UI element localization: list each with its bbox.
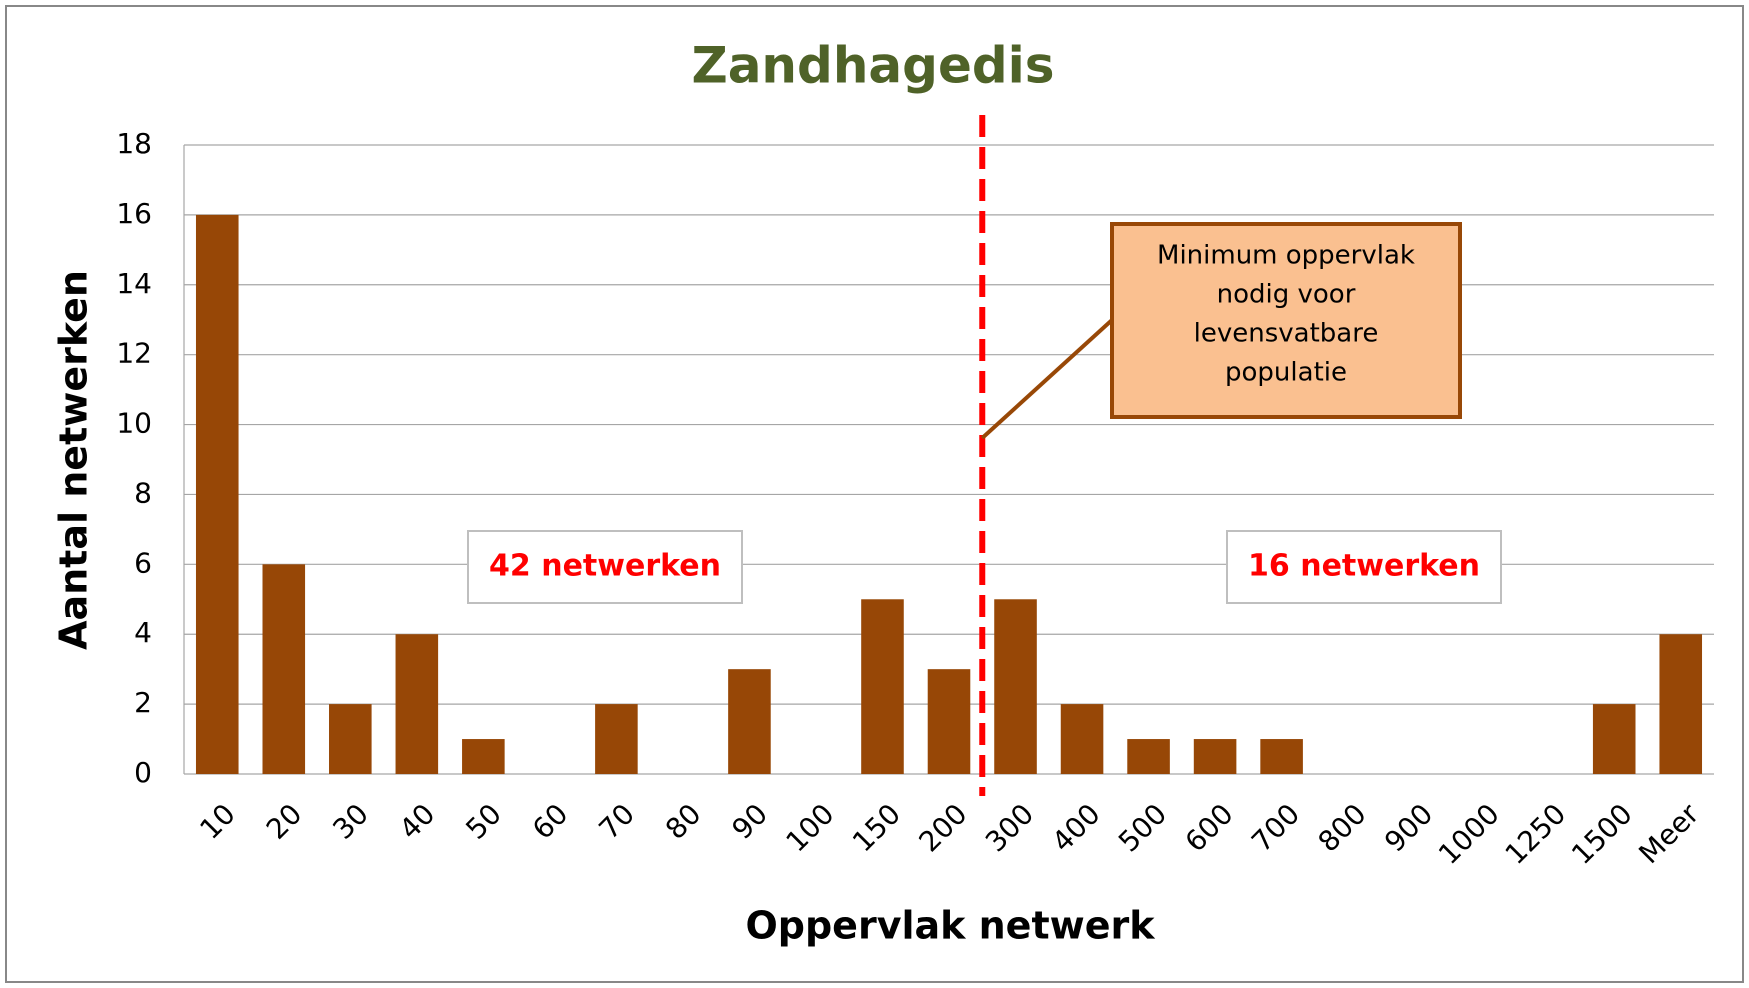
bar xyxy=(861,599,904,774)
bar xyxy=(1260,739,1303,774)
count-label: 42 netwerken xyxy=(489,549,721,584)
y-tick-label: 2 xyxy=(134,686,152,719)
bar xyxy=(1060,704,1104,774)
bar xyxy=(395,634,439,774)
bar xyxy=(1193,739,1237,774)
y-tick-label: 0 xyxy=(134,756,152,789)
count-box xyxy=(1226,530,1502,604)
bar xyxy=(462,739,505,774)
callout-text: levensvatbare xyxy=(1194,319,1379,349)
bar xyxy=(262,564,306,774)
callout-text: nodig voor xyxy=(1217,280,1356,310)
chart-title: Zandhagedis xyxy=(691,37,1054,95)
bar xyxy=(1659,634,1703,774)
y-tick-label: 4 xyxy=(134,616,152,649)
y-tick-label: 10 xyxy=(116,407,152,440)
callout-text: populatie xyxy=(1225,358,1347,388)
y-axis-label: Aantal netwerken xyxy=(52,270,96,650)
bar xyxy=(994,599,1037,774)
callout-leader xyxy=(980,318,1114,440)
x-axis-label: Oppervlak netwerk xyxy=(745,904,1155,948)
bar xyxy=(329,704,372,774)
bar xyxy=(927,669,971,774)
callout-text: Minimum oppervlak xyxy=(1157,241,1415,271)
count-label: 16 netwerken xyxy=(1248,549,1480,584)
y-tick-label: 16 xyxy=(116,197,152,230)
bar xyxy=(1127,739,1170,774)
bar xyxy=(728,669,771,774)
y-tick-label: 12 xyxy=(116,337,152,370)
y-tick-label: 8 xyxy=(134,476,152,509)
bar xyxy=(595,704,638,774)
count-box xyxy=(467,530,743,604)
y-tick-label: 14 xyxy=(116,267,152,300)
bar xyxy=(195,214,239,774)
callout-box xyxy=(1110,222,1462,419)
y-tick-label: 18 xyxy=(116,127,152,160)
bar xyxy=(1592,704,1636,774)
y-tick-label: 6 xyxy=(134,546,152,579)
